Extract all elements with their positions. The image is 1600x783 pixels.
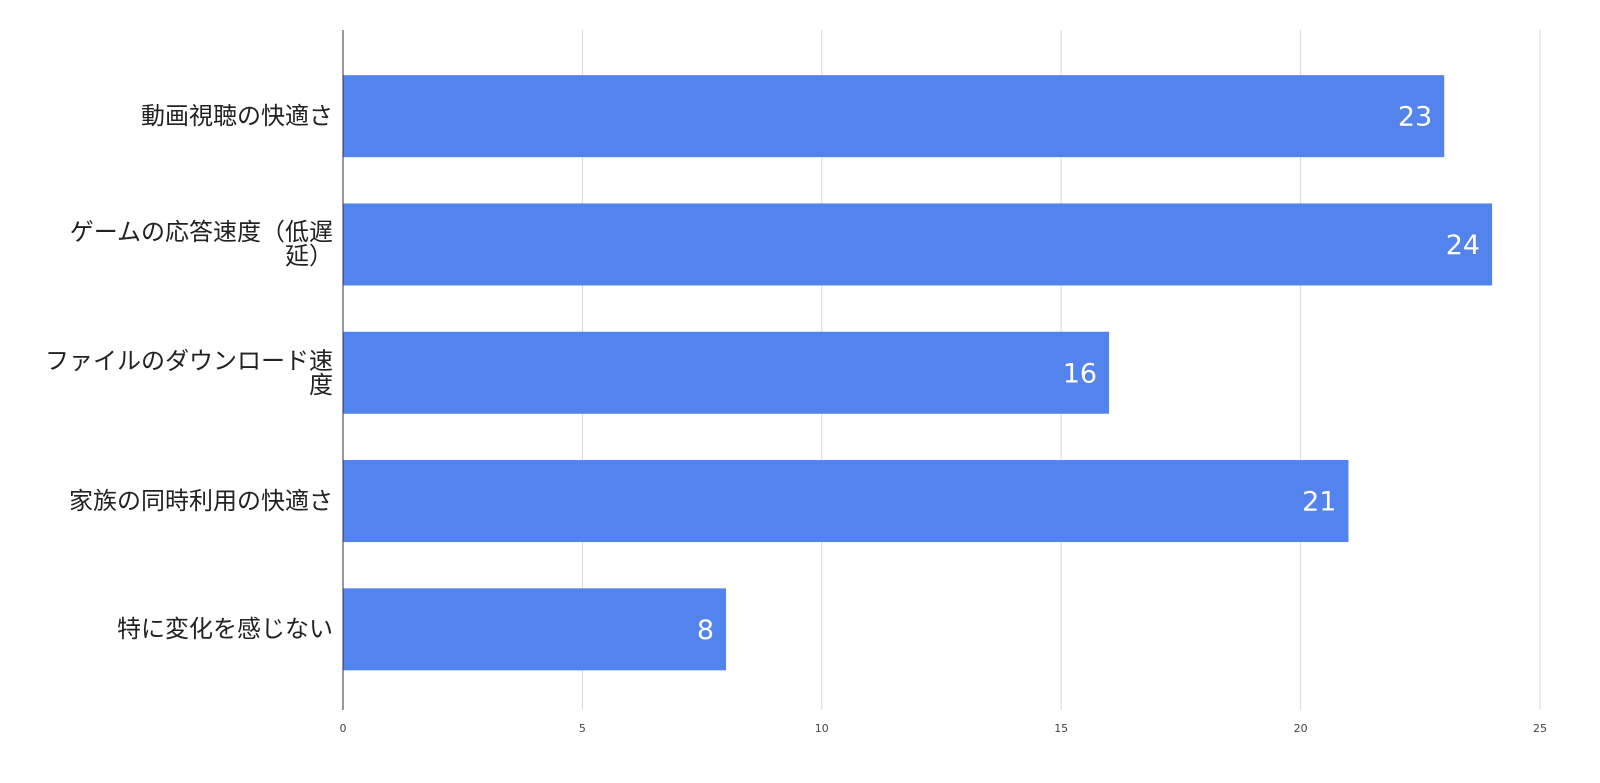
bar bbox=[343, 588, 727, 671]
y-tick-label: ファイルのダウンロード速度 bbox=[45, 346, 333, 399]
value-label: 16 bbox=[1063, 358, 1097, 389]
x-tick-label: 5 bbox=[579, 722, 586, 735]
bar bbox=[343, 331, 1110, 414]
x-tick-label: 0 bbox=[340, 722, 347, 735]
bar bbox=[343, 460, 1349, 543]
value-label: 23 bbox=[1398, 102, 1432, 133]
value-label: 8 bbox=[697, 615, 714, 646]
value-label: 21 bbox=[1302, 487, 1336, 518]
value-label: 24 bbox=[1446, 230, 1480, 261]
y-tick-label: 特に変化を感じない bbox=[117, 615, 333, 644]
y-tick-label: 家族の同時利用の快適さ bbox=[69, 487, 333, 516]
y-tick-label: ゲームの応答速度（低遅延） bbox=[69, 218, 333, 271]
bar bbox=[343, 75, 1445, 158]
x-tick-label: 25 bbox=[1533, 722, 1547, 735]
y-tick-label: 動画視聴の快適さ bbox=[141, 102, 333, 131]
x-tick-label: 15 bbox=[1054, 722, 1068, 735]
x-tick-label: 20 bbox=[1294, 722, 1308, 735]
x-tick-label: 10 bbox=[815, 722, 829, 735]
bar bbox=[343, 203, 1493, 286]
